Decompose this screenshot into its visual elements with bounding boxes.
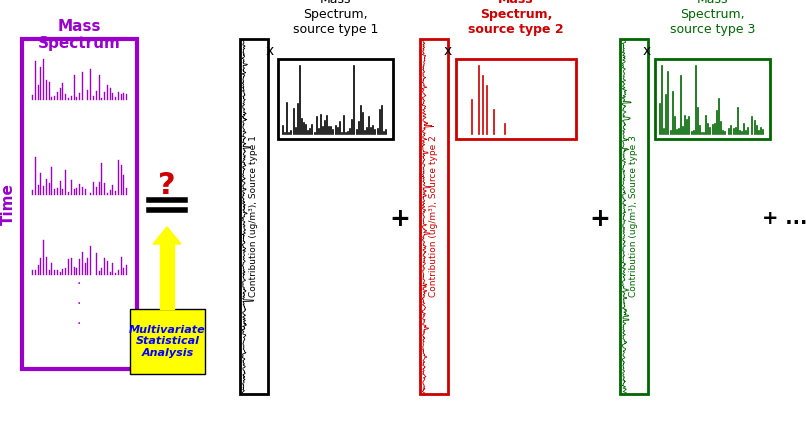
Text: Mass
Spectrum,
source type 1: Mass Spectrum, source type 1 (293, 0, 378, 36)
Bar (22, 39, 137, 369)
Text: Contribution (ug/m³), Source type 3: Contribution (ug/m³), Source type 3 (629, 136, 638, 298)
Text: +: + (389, 207, 410, 231)
Text: x: x (643, 44, 651, 58)
Text: ·
·
·: · · · (77, 277, 81, 330)
Text: Mass
Spectrum,
source type 3: Mass Spectrum, source type 3 (670, 0, 755, 36)
Text: Mass
Spectrum,
source type 2: Mass Spectrum, source type 2 (468, 0, 564, 36)
Bar (655, 59, 770, 139)
Bar (420, 39, 448, 394)
Text: +: + (589, 207, 610, 231)
Text: Contribution (ug/m³), Source type 1: Contribution (ug/m³), Source type 1 (250, 136, 259, 298)
Text: ?: ? (158, 171, 176, 201)
Text: Mass
Spectrum: Mass Spectrum (38, 19, 120, 51)
Bar (456, 59, 576, 139)
Bar (130, 309, 205, 374)
Text: + ...: + ... (762, 209, 806, 229)
Polygon shape (153, 227, 181, 244)
Bar (240, 39, 268, 394)
Text: x: x (444, 44, 452, 58)
Bar (278, 59, 393, 139)
Bar (620, 39, 648, 394)
Bar (160, 244, 174, 309)
Text: x: x (266, 44, 274, 58)
Text: Contribution (ug/m³), Source type 2: Contribution (ug/m³), Source type 2 (430, 136, 438, 297)
Text: Time: Time (1, 183, 15, 225)
Text: Multivariate
Statistical
Analysis: Multivariate Statistical Analysis (129, 325, 206, 358)
